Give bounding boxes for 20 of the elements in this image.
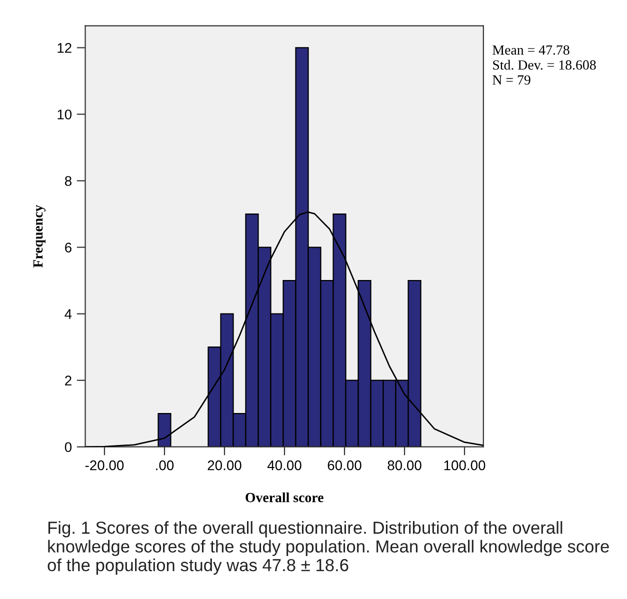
caption: Fig. 1 Scores of the overall questionnaire. Distribution of the overall knowledge scores of the study population. Mean overall knowledge score of the population study was 47.8 ± 18.6 [48,521,609,575]
x-tick-label: 60.00 [328,460,362,470]
y-tick-label: 2 [65,376,72,386]
y-axis-title: Frequency [33,204,46,268]
x-tick-label: 20.00 [208,460,242,470]
text: N = 79 [492,75,530,85]
y-tick-label: 0 [64,442,72,452]
x-tick-label: .00 [156,460,174,470]
y-tick-label: 6 [65,242,72,252]
y-tick-label: 4 [64,309,72,319]
text: Mean = 47.78 [492,45,570,55]
y-tick-label: 10 [58,110,72,120]
x-tick-label: 40.00 [267,460,302,470]
x-tick-label: 100.00 [444,460,486,470]
x-axis-title: Overall score [246,492,324,502]
x-tick-label: 80.00 [388,460,422,470]
y-tick-label: 12 [58,43,72,53]
x-tick-label: -20.00 [85,460,124,470]
text: Std. Dev. = 18.608 [493,60,596,70]
y-tick-label: 8 [64,176,72,186]
